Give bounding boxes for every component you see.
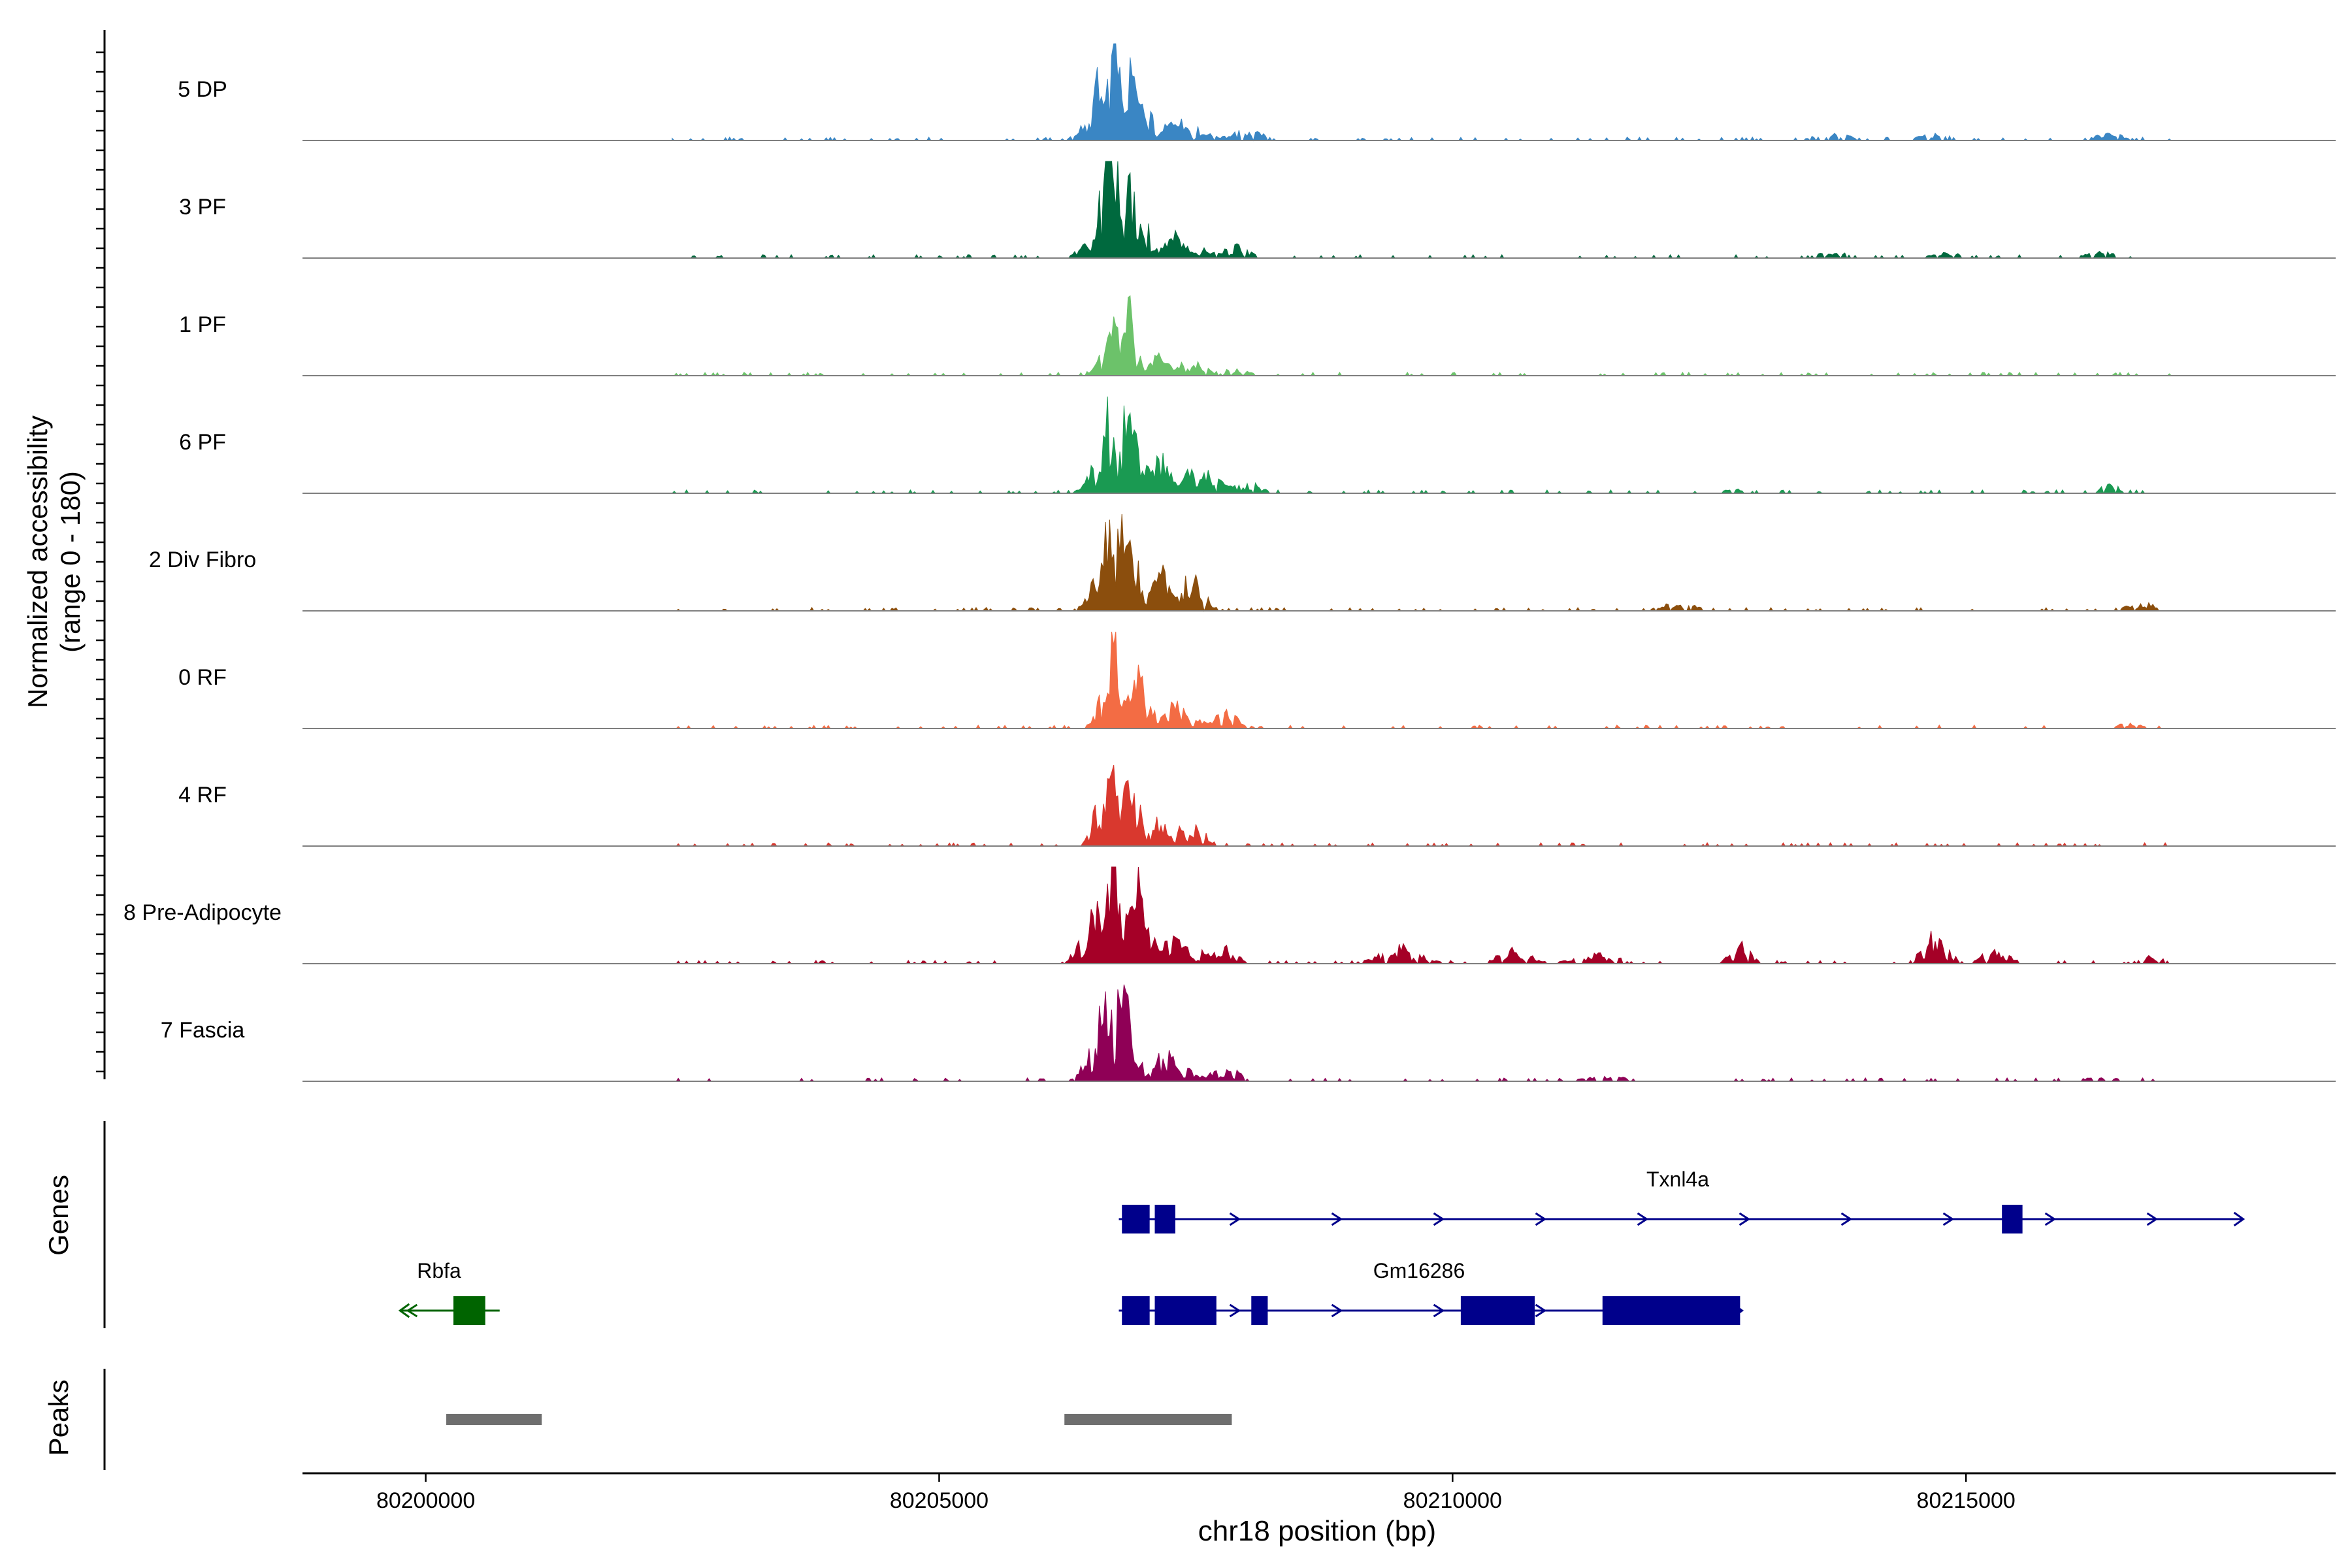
strand-arrow [1331, 1303, 1343, 1318]
x-tick-label: 80215000 [1917, 1488, 2016, 1513]
strand-arrow [1433, 1212, 1445, 1226]
exon [1154, 1296, 1217, 1325]
exon [1122, 1205, 1150, 1233]
exon [1602, 1296, 1740, 1325]
peaks-label: Peaks [43, 1380, 74, 1456]
coverage-area [671, 396, 2172, 495]
strand-arrow [1433, 1303, 1445, 1318]
gene-label: Txnl4a [1646, 1168, 1709, 1191]
track-label: 7 Fascia [161, 1018, 245, 1043]
coverage-area [672, 514, 2172, 612]
track-1-pf: 1 PF [179, 295, 2336, 377]
coverage-area [672, 43, 2173, 142]
strand-arrow [2233, 1211, 2246, 1227]
strand-arrow [1739, 1212, 1751, 1226]
gene-rbfa: Rbfa [398, 1259, 500, 1325]
gene-label: Gm16286 [1373, 1259, 1465, 1282]
gene-label: Rbfa [417, 1259, 461, 1282]
x-tick-label: 80210000 [1403, 1488, 1502, 1513]
y-axis-label-line1: Normalized accessibility [22, 416, 53, 708]
coverage-area [672, 631, 2172, 729]
coverage-area [672, 161, 2172, 259]
strand-arrow [1229, 1212, 1241, 1226]
gene-txnl4a: Txnl4a [1119, 1168, 2246, 1233]
track-0-rf: 0 RF [178, 631, 2336, 729]
track-label: 1 PF [179, 312, 226, 337]
peak-regions [446, 1414, 1232, 1425]
strand-arrow [1229, 1303, 1241, 1318]
genes-label: Genes [43, 1175, 74, 1256]
x-axis-label: chr18 position (bp) [1198, 1515, 1436, 1547]
track-label: 5 DP [178, 77, 227, 102]
gene-gm16286: Gm16286 [1119, 1259, 1744, 1325]
strand-arrow [2146, 1212, 2159, 1226]
x-tick-label: 80205000 [890, 1488, 988, 1513]
y-axis-label-line2: (range 0 - 180) [55, 471, 86, 653]
strand-arrow [1331, 1212, 1343, 1226]
track-2-div-fibro: 2 Div Fibro [149, 514, 2336, 612]
strand-arrow [398, 1303, 410, 1318]
strand-arrow [1535, 1212, 1547, 1226]
y-axis-ticks [96, 51, 105, 1073]
track-4-rf: 4 RF [178, 764, 2336, 847]
track-label: 4 RF [178, 783, 227, 808]
peak-bar [1064, 1414, 1232, 1425]
coverage-area [672, 866, 2172, 965]
track-3-pf: 3 PF [179, 161, 2336, 259]
track-label: 6 PF [179, 430, 226, 455]
track-8-pre-adipocyte: 8 Pre-Adipocyte [123, 866, 2336, 965]
gene-annotations: Txnl4a Gm16286 Rbfa [398, 1168, 2246, 1325]
coverage-area [672, 295, 2172, 377]
strand-arrow [1942, 1212, 1955, 1226]
track-5-dp: 5 DP [178, 43, 2336, 142]
coverage-area [672, 984, 2172, 1083]
track-label: 0 RF [178, 665, 227, 690]
exon [1122, 1296, 1150, 1325]
exon [1251, 1296, 1268, 1325]
track-7-fascia: 7 Fascia [161, 984, 2336, 1083]
exon [1154, 1205, 1175, 1233]
strand-arrow [2044, 1212, 2057, 1226]
strand-arrow [1840, 1212, 1853, 1226]
exon [453, 1296, 485, 1325]
track-6-pf: 6 PF [179, 396, 2336, 495]
strand-arrow [1535, 1303, 1547, 1318]
strand-arrow [406, 1303, 418, 1318]
x-tick-label: 80200000 [376, 1488, 475, 1513]
x-axis-ticks: 80200000 80205000 80210000 80215000 [376, 1473, 2016, 1513]
track-label: 3 PF [179, 195, 226, 220]
coverage-tracks: 5 DP 3 PF 1 PF 6 PF 2 Div Fibro 0 RF 4 RF 8 Pre… [123, 43, 2336, 1083]
exon [2002, 1205, 2023, 1233]
track-label: 2 Div Fibro [149, 547, 256, 572]
coverage-area [672, 764, 2172, 847]
strand-arrow [1637, 1212, 1649, 1226]
peak-bar [446, 1414, 542, 1425]
exon [1460, 1296, 1535, 1325]
track-label: 8 Pre-Adipocyte [123, 900, 282, 925]
